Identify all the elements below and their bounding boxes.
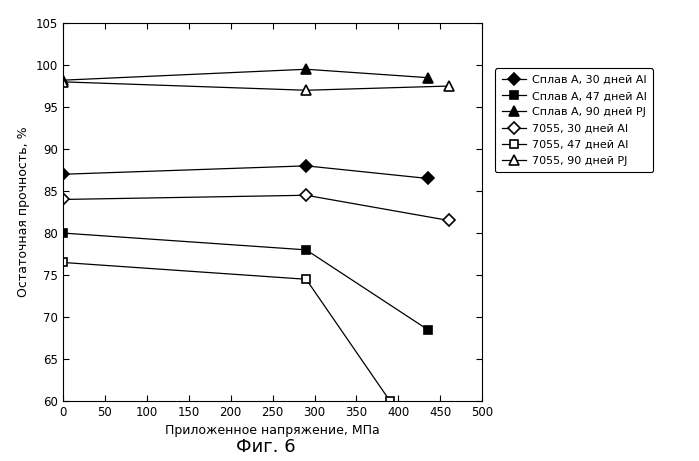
7055, 47 дней AI [302,277,310,282]
Сплав А, 90 дней PJ [424,75,432,80]
Сплав А, 47 дней AI [424,327,432,332]
Сплав А, 47 дней AI [59,230,67,236]
7055, 30 дней AI [445,218,453,223]
Line: Сплав А, 90 дней PJ: Сплав А, 90 дней PJ [58,65,433,85]
7055, 47 дней AI [59,260,67,265]
Сплав А, 30 дней AI [424,176,432,181]
Legend: Сплав А, 30 дней AI, Сплав А, 47 дней AI, Сплав А, 90 дней PJ, 7055, 30 дней AI,: Сплав А, 30 дней AI, Сплав А, 47 дней AI… [495,68,653,172]
7055, 30 дней AI [302,193,310,198]
Text: Фиг. 6: Фиг. 6 [236,438,296,456]
Line: Сплав А, 47 дней AI: Сплав А, 47 дней AI [59,229,432,334]
X-axis label: Приложенное напряжение, МПа: Приложенное напряжение, МПа [165,425,380,437]
Line: Сплав А, 30 дней AI: Сплав А, 30 дней AI [59,162,432,183]
Сплав А, 47 дней AI [302,247,310,253]
7055, 30 дней AI [59,197,67,202]
Сплав А, 30 дней AI [59,171,67,177]
Сплав А, 90 дней PJ [59,77,67,83]
7055, 47 дней AI [386,398,394,404]
7055, 90 дней PJ [302,88,310,93]
7055, 90 дней PJ [445,83,453,89]
7055, 90 дней PJ [59,79,67,85]
Сплав А, 30 дней AI [302,163,310,169]
Сплав А, 90 дней PJ [302,66,310,72]
Line: 7055, 90 дней PJ: 7055, 90 дней PJ [58,77,454,95]
Line: 7055, 30 дней AI: 7055, 30 дней AI [59,191,453,225]
Y-axis label: Остаточная прочность, %: Остаточная прочность, % [17,127,30,297]
Line: 7055, 47 дней AI: 7055, 47 дней AI [59,258,394,405]
